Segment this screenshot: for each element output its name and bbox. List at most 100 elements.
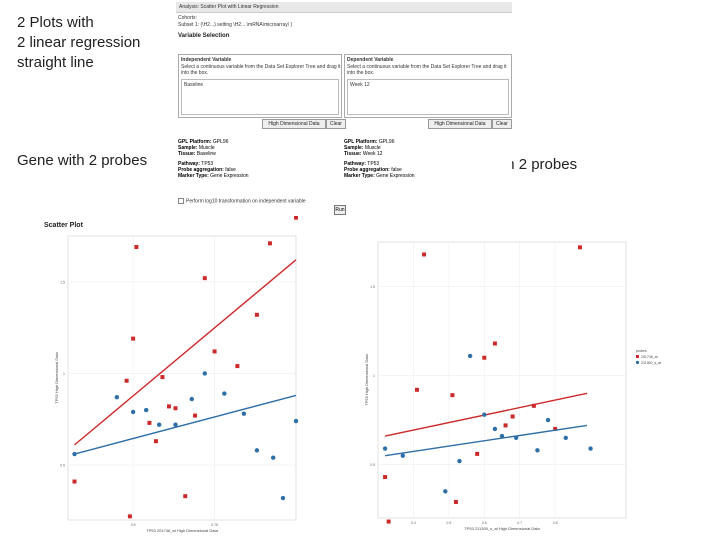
regression-line (74, 259, 297, 446)
meta-value: Baseline (196, 151, 216, 157)
variable-selection-heading: Variable Selection (178, 33, 230, 39)
data-point (127, 514, 132, 519)
data-point (235, 364, 240, 369)
meta-label: Marker Type: (178, 173, 209, 179)
regression-line (74, 394, 297, 455)
meta-label: GPL Platform: (344, 139, 378, 145)
data-point (414, 387, 419, 392)
data-point (386, 519, 391, 524)
data-point (114, 395, 120, 400)
y-tick-label: 1.5 (60, 280, 65, 284)
data-point (443, 489, 448, 494)
data-point (457, 458, 462, 464)
panel-header: Analysis: Scatter Plot with Linear Regre… (176, 2, 512, 13)
left-caption: Gene with 2 probes (17, 152, 148, 169)
dependent-desc2: into the box. (347, 70, 375, 76)
meta-label: Sample: (344, 145, 364, 151)
data-point (124, 378, 129, 383)
meta-value: Week 12 (362, 151, 383, 157)
legend-label: 211300_s_at (641, 361, 661, 365)
data-point (482, 412, 487, 417)
data-point (475, 451, 480, 456)
scatter-plot-right: 0.4 0.5 0.6 0.7 0.8 0.5 1 1.5 TP53 211300_s_at H… (364, 241, 661, 531)
log-transform-label: Perform log10 transformation on independ… (186, 198, 306, 205)
title-line: 2 linear regression (17, 34, 141, 51)
independent-title: Independent Variable (181, 57, 232, 63)
data-point (157, 422, 162, 427)
meta-label: Marker Type: (344, 173, 375, 179)
independent-drop-zone[interactable]: Baseline (181, 79, 339, 115)
meta-label: Tissue: (344, 151, 362, 157)
title-line: straight line (17, 54, 94, 71)
x-tick-label: 0.5 (446, 521, 451, 525)
data-point (588, 446, 593, 451)
y-tick-label: 1 (373, 374, 375, 378)
data-point (382, 446, 388, 451)
x-axis-label: TP53 211300_s_at High Dimensional Data (464, 526, 540, 531)
y-tick-label: 0.5 (370, 463, 375, 467)
dependent-variable-box: Dependent Variable Select a continuous v… (344, 54, 512, 118)
data-point (545, 417, 551, 423)
meta-value: GPL96 (378, 139, 395, 145)
data-point (280, 495, 286, 501)
meta-label: Probe aggregation: (344, 167, 390, 173)
dependent-drop-zone[interactable]: Week 12 (347, 79, 509, 115)
hd-data-button-dependent[interactable]: High Dimensional Data (428, 119, 492, 129)
analysis-panel: Analysis: Scatter Plot with Linear Regre… (176, 2, 512, 215)
data-point (193, 413, 198, 418)
clear-button-dependent[interactable]: Clear (492, 119, 512, 129)
log-transform-checkbox[interactable] (178, 198, 184, 204)
data-point (577, 245, 582, 250)
subset-label: Subset 1: (\H2...) setting \H2... \mRNA\… (178, 22, 293, 28)
data-point (202, 276, 207, 281)
data-point (254, 448, 260, 453)
legend-label: 201746_at (641, 355, 658, 359)
data-point (134, 244, 139, 249)
y-tick-label: 1 (63, 372, 65, 376)
data-point (450, 393, 455, 398)
x-tick-label: 0.8 (553, 521, 558, 525)
data-point (166, 404, 171, 409)
regression-line (384, 424, 588, 457)
data-point (173, 406, 178, 411)
data-point (131, 336, 136, 341)
data-point (271, 455, 276, 460)
data-point (160, 375, 165, 380)
run-button[interactable]: Run (334, 205, 346, 215)
data-point (173, 422, 178, 427)
independent-desc2: into the box. (181, 70, 209, 76)
dependent-metadata: GPL Platform: GPL96 Sample: Muscle Tissu… (344, 139, 415, 179)
dependent-title: Dependent Variable (347, 57, 394, 63)
meta-value: false (225, 167, 236, 173)
y-axis-label: TP53 High Dimensional Data (364, 353, 369, 405)
data-point (513, 435, 519, 441)
log-transform-option[interactable]: Perform log10 transformation on independ… (178, 198, 306, 204)
data-point (563, 435, 568, 441)
hd-data-button-independent[interactable]: High Dimensional Data (262, 119, 326, 129)
clear-button-independent[interactable]: Clear (326, 119, 346, 129)
data-point (183, 494, 188, 499)
x-tick-label: 0.75 (211, 523, 218, 527)
y-axis-label: TP53 High Dimensional Data (54, 351, 59, 403)
data-point (492, 341, 497, 346)
data-point (531, 403, 536, 408)
data-point (492, 426, 498, 432)
data-point (293, 418, 299, 424)
legend-swatch (636, 355, 639, 358)
chart-title: Scatter Plot (44, 222, 84, 229)
dependent-desc: Select a continuous variable from the Da… (347, 64, 507, 70)
meta-value: Gene Expression (376, 173, 415, 179)
data-point (241, 411, 247, 416)
meta-value: Gene Expression (210, 173, 249, 179)
data-point (499, 433, 505, 439)
slide-title: 2 Plots with 2 linear regression straigh… (17, 13, 167, 73)
independent-variable-box: Independent Variable Select a continuous… (178, 54, 342, 118)
x-tick-label: 0.6 (482, 521, 487, 525)
legend-title: probes (636, 349, 647, 353)
y-tick-label: 0.5 (60, 464, 65, 468)
meta-label: Pathway: (344, 161, 366, 167)
dependent-value: Week 12 (350, 82, 370, 88)
data-point (153, 439, 158, 444)
x-tick-label: 0.4 (411, 521, 416, 525)
title-line: 2 Plots with (17, 14, 94, 31)
